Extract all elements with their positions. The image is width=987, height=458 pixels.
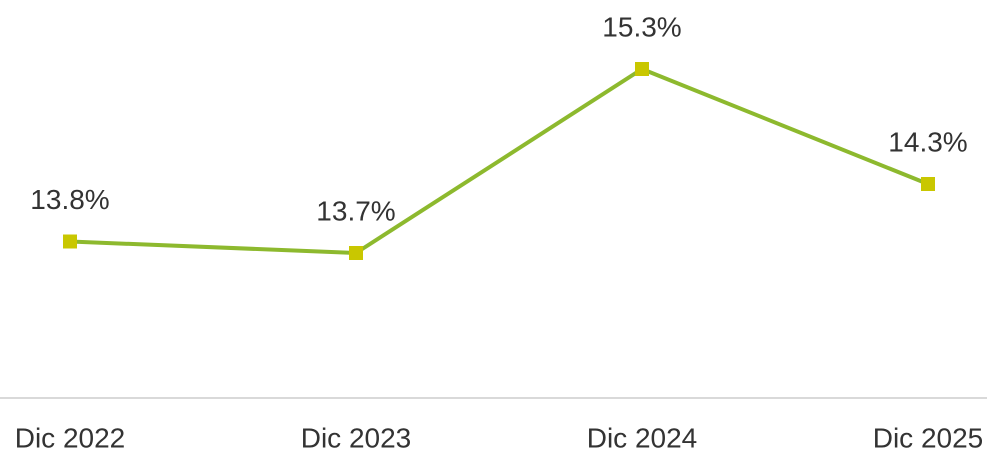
x-tick-label: Dic 2023	[301, 422, 412, 453]
x-tick-label: Dic 2022	[15, 422, 126, 453]
marker	[921, 177, 935, 191]
marker	[349, 246, 363, 260]
x-tick-label: Dic 2024	[587, 422, 698, 453]
data-label: 15.3%	[602, 11, 681, 42]
data-label: 14.3%	[888, 126, 967, 157]
data-label: 13.8%	[30, 184, 109, 215]
marker	[635, 62, 649, 76]
x-tick-label: Dic 2025	[873, 422, 984, 453]
marker	[63, 234, 77, 249]
data-label: 13.7%	[316, 195, 395, 226]
line	[69, 67, 929, 255]
